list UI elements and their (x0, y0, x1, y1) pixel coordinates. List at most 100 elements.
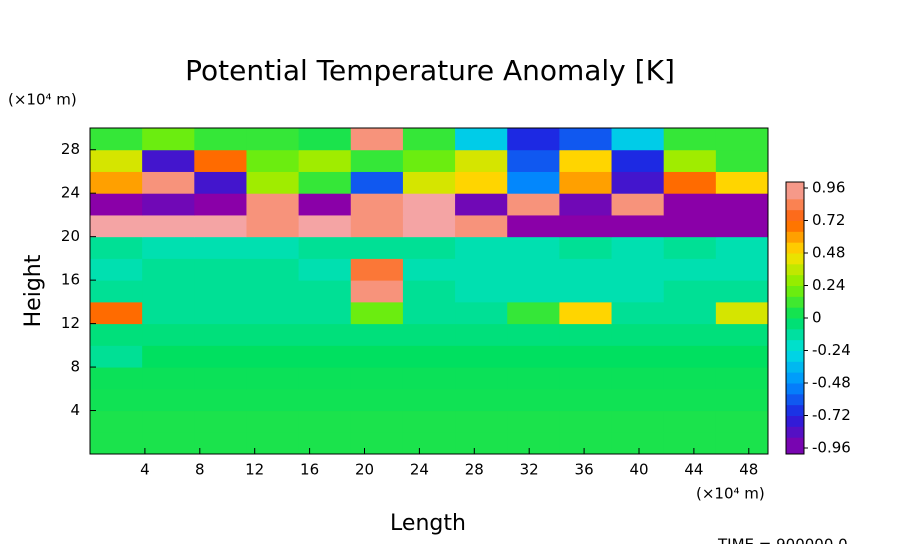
heat-cell (402, 323, 456, 346)
heat-cell (142, 388, 195, 412)
time-annotation: TIME = 900000.0 (717, 536, 848, 544)
heat-cell (298, 388, 352, 412)
heat-cell (298, 367, 352, 390)
heat-cell (350, 171, 404, 194)
heat-cell (142, 236, 195, 259)
heat-cell (402, 171, 456, 194)
heat-cell (142, 280, 195, 303)
heat-cell (298, 193, 352, 216)
colorbar-tick-label: 0.72 (812, 211, 845, 229)
heat-cell (246, 258, 300, 281)
heat-cell (455, 171, 508, 194)
heat-cell (298, 171, 352, 194)
colorbar-tick-label: -0.24 (812, 341, 851, 359)
heat-cell (194, 301, 247, 325)
heat-cell (715, 367, 769, 390)
colorbar-tick-label: -0.48 (812, 374, 851, 392)
heat-cell (455, 280, 508, 303)
heat-cell (611, 171, 665, 194)
heat-cell (611, 128, 665, 151)
heat-cell (611, 432, 665, 455)
heat-cell (455, 236, 508, 259)
heat-cell (90, 214, 143, 238)
heat-cell (298, 280, 352, 303)
heat-cell (194, 149, 247, 172)
heat-cell (194, 236, 247, 259)
colorbar-tick-label: 0.24 (812, 276, 845, 294)
heat-cell (246, 432, 300, 455)
heat-cell (350, 301, 404, 325)
x-tick-label: 24 (410, 461, 429, 479)
y-tick-label: 28 (61, 140, 80, 158)
heat-cell (142, 367, 195, 390)
heat-cell (663, 128, 717, 151)
y-unit: (×10⁴ m) (8, 91, 77, 109)
heat-cell (663, 171, 717, 194)
heat-cell (194, 432, 247, 455)
heat-cell (298, 432, 352, 455)
heat-cell (611, 323, 665, 346)
colorbar-segment (786, 426, 804, 438)
colorbar-segment (786, 231, 804, 243)
heat-cell (194, 345, 247, 368)
heat-cell (507, 301, 560, 325)
heat-cell (90, 149, 143, 172)
heat-cell (507, 214, 560, 238)
y-tick-label: 20 (61, 227, 80, 245)
heat-cell (194, 171, 247, 194)
heat-cell (90, 410, 143, 433)
heat-cell (142, 214, 195, 238)
y-tick-label: 24 (61, 184, 80, 202)
colorbar-tick-label: -0.96 (812, 439, 851, 457)
heat-cell (350, 280, 404, 303)
x-unit: (×10⁴ m) (696, 485, 765, 503)
heat-cell (715, 323, 769, 346)
colorbar-segment (786, 220, 804, 232)
heat-cell (246, 388, 300, 412)
heat-cell (715, 345, 769, 368)
colorbar-tick-label: -0.72 (812, 406, 851, 424)
heat-cell (611, 301, 665, 325)
heat-cell (90, 323, 143, 346)
x-tick-label: 40 (629, 461, 648, 479)
heat-cell (350, 367, 404, 390)
colorbar-segment (786, 182, 804, 200)
heat-cell (142, 323, 195, 346)
heat-cell (559, 280, 613, 303)
heat-cell (350, 236, 404, 259)
colorbar-segment (786, 307, 804, 319)
heat-cell (715, 128, 769, 151)
heat-cell (298, 128, 352, 151)
heat-cell (559, 258, 613, 281)
colorbar-segment (786, 339, 804, 351)
heat-cell (559, 149, 613, 172)
heat-cell (455, 214, 508, 238)
heat-cell (194, 214, 247, 238)
heat-cell (663, 214, 717, 238)
heat-cell (142, 258, 195, 281)
heat-cell (559, 236, 613, 259)
colorbar-segment (786, 253, 804, 265)
heat-cell (402, 345, 456, 368)
heat-cell (559, 128, 613, 151)
heat-cell (455, 301, 508, 325)
heat-cell (507, 410, 560, 433)
colorbar-segment (786, 263, 804, 276)
heat-cell (142, 193, 195, 216)
heat-cell (194, 323, 247, 346)
heat-cell (246, 149, 300, 172)
heat-cell (402, 388, 456, 412)
heat-cell (246, 171, 300, 194)
heat-cell (559, 323, 613, 346)
heat-cell (507, 367, 560, 390)
colorbar-segment (786, 350, 804, 362)
heat-cell (142, 345, 195, 368)
heat-cell (455, 193, 508, 216)
y-tick-label: 8 (70, 358, 80, 376)
heat-cell (559, 301, 613, 325)
heat-cell (611, 258, 665, 281)
heat-cell (715, 410, 769, 433)
heat-cell (559, 214, 613, 238)
heat-cell (350, 432, 404, 455)
